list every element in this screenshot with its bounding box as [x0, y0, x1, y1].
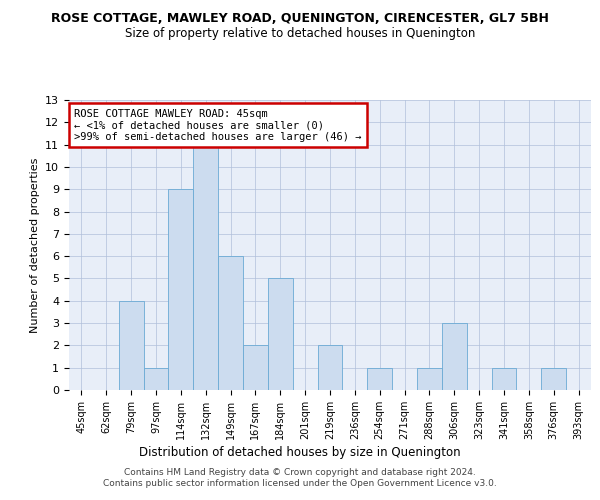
- Text: Size of property relative to detached houses in Quenington: Size of property relative to detached ho…: [125, 28, 475, 40]
- Bar: [243, 346, 268, 390]
- Bar: [442, 323, 467, 390]
- Bar: [119, 301, 143, 390]
- Bar: [143, 368, 169, 390]
- Bar: [367, 368, 392, 390]
- Bar: [491, 368, 517, 390]
- Bar: [193, 144, 218, 390]
- Text: Distribution of detached houses by size in Quenington: Distribution of detached houses by size …: [139, 446, 461, 459]
- Text: ROSE COTTAGE MAWLEY ROAD: 45sqm
← <1% of detached houses are smaller (0)
>99% of: ROSE COTTAGE MAWLEY ROAD: 45sqm ← <1% of…: [74, 108, 362, 142]
- Bar: [317, 346, 343, 390]
- Y-axis label: Number of detached properties: Number of detached properties: [29, 158, 40, 332]
- Text: Contains HM Land Registry data © Crown copyright and database right 2024.
Contai: Contains HM Land Registry data © Crown c…: [103, 468, 497, 487]
- Bar: [417, 368, 442, 390]
- Text: ROSE COTTAGE, MAWLEY ROAD, QUENINGTON, CIRENCESTER, GL7 5BH: ROSE COTTAGE, MAWLEY ROAD, QUENINGTON, C…: [51, 12, 549, 26]
- Bar: [541, 368, 566, 390]
- Bar: [268, 278, 293, 390]
- Bar: [169, 189, 193, 390]
- Bar: [218, 256, 243, 390]
